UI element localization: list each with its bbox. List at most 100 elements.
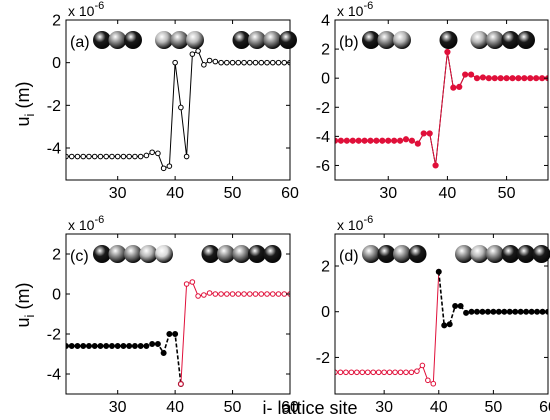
data-point — [397, 369, 404, 376]
series-line — [438, 271, 548, 327]
x-tick-label: 50 — [498, 185, 516, 202]
exponent-base: x 10 — [68, 3, 95, 19]
panel-label: (b) — [339, 34, 359, 51]
data-point — [241, 291, 247, 297]
data-point — [97, 343, 104, 349]
data-point — [229, 59, 236, 66]
data-point — [435, 268, 442, 275]
data-point — [246, 291, 253, 297]
data-point — [521, 75, 528, 82]
exponent-power: -6 — [94, 0, 104, 12]
sphere-icon — [501, 31, 520, 49]
data-point — [235, 59, 242, 66]
x-tick-label: 40 — [166, 185, 184, 202]
data-point — [172, 59, 178, 66]
x-tick-label: 40 — [439, 185, 457, 202]
data-point — [473, 75, 481, 82]
sphere-icon — [232, 31, 251, 49]
sphere-icon — [139, 245, 158, 263]
x-tick-label: 60 — [539, 399, 550, 416]
data-point — [370, 369, 377, 376]
x-tick-label: 40 — [430, 399, 448, 416]
series-line — [66, 50, 290, 169]
data-point — [419, 362, 426, 369]
data-point — [114, 153, 121, 160]
sphere-icon — [93, 31, 111, 49]
exponent-power: -6 — [94, 214, 104, 226]
series-line — [335, 51, 548, 166]
data-point — [201, 62, 207, 68]
data-point — [501, 308, 508, 315]
data-point — [212, 291, 219, 297]
exponent-label: x 10-6 — [337, 214, 373, 233]
data-point — [515, 75, 522, 82]
data-point — [534, 308, 541, 315]
panel-label: (a) — [70, 34, 90, 51]
data-point — [517, 308, 524, 315]
data-point — [160, 165, 167, 172]
data-point — [229, 291, 236, 297]
data-point — [264, 291, 270, 297]
data-point — [355, 137, 362, 144]
data-point — [126, 343, 133, 349]
sphere-icon — [439, 31, 458, 49]
x-tick-label: 30 — [375, 399, 393, 416]
panel-a: 30 40 50 60 -4 -2 0 2 x 10-6 (a) — [47, 0, 299, 202]
data-point — [206, 290, 213, 296]
data-point — [381, 369, 387, 376]
data-point — [166, 163, 173, 169]
data-point — [91, 153, 98, 160]
y-tick-label: 0 — [321, 71, 330, 88]
exponent-base: x 10 — [68, 217, 95, 233]
data-point — [392, 369, 398, 376]
data-point — [281, 59, 288, 66]
plot-frame — [65, 19, 291, 181]
data-point — [252, 291, 259, 297]
plot-area — [66, 279, 290, 387]
exponent-power: -6 — [363, 0, 373, 12]
plot-frame — [334, 233, 549, 395]
shared-ylabel-top: ui (m) — [13, 82, 37, 127]
data-point — [178, 104, 184, 111]
data-point — [385, 137, 392, 144]
data-point — [426, 130, 433, 137]
sphere-icon — [486, 31, 504, 49]
data-point — [131, 343, 138, 349]
sphere-icon — [486, 245, 504, 263]
data-point — [457, 303, 464, 309]
data-point — [149, 341, 156, 347]
y-tick-label: 2 — [52, 247, 61, 264]
sphere-icon — [248, 245, 266, 263]
data-point — [379, 137, 386, 144]
data-point — [444, 48, 451, 56]
data-point — [425, 377, 431, 384]
data-point — [264, 59, 270, 66]
exponent-power: -6 — [363, 214, 373, 226]
data-point — [91, 343, 98, 349]
sphere-icon — [408, 245, 427, 263]
data-point — [337, 137, 345, 144]
data-point — [361, 137, 368, 144]
sphere-icon — [393, 31, 411, 49]
data-point — [275, 291, 282, 297]
data-point — [462, 71, 469, 78]
data-point — [414, 368, 420, 374]
data-point — [373, 137, 380, 144]
sphere-icon — [263, 31, 282, 49]
data-point — [343, 369, 349, 376]
data-point — [474, 308, 480, 315]
y-tick-label: 4 — [321, 13, 330, 30]
sphere-icon — [263, 245, 282, 263]
panel-c: 30 40 50 60 -4 -2 0 2 x 10-6 (c) — [47, 214, 299, 416]
y-tick-label: -2 — [316, 350, 330, 367]
data-point — [479, 308, 486, 315]
data-point — [224, 59, 230, 66]
data-point — [74, 343, 81, 349]
data-point — [235, 291, 242, 297]
data-point — [408, 137, 416, 144]
data-point — [195, 48, 201, 54]
data-point — [269, 291, 276, 297]
data-point — [252, 59, 259, 66]
